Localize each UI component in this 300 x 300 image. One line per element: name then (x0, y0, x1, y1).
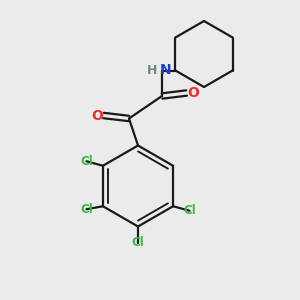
Text: H: H (147, 64, 158, 77)
Text: Cl: Cl (80, 155, 93, 168)
Text: O: O (187, 86, 199, 100)
Text: N: N (160, 64, 171, 77)
Text: Cl: Cl (80, 203, 93, 216)
Text: Cl: Cl (183, 204, 196, 217)
Text: Cl: Cl (132, 236, 144, 250)
Text: O: O (91, 109, 103, 122)
